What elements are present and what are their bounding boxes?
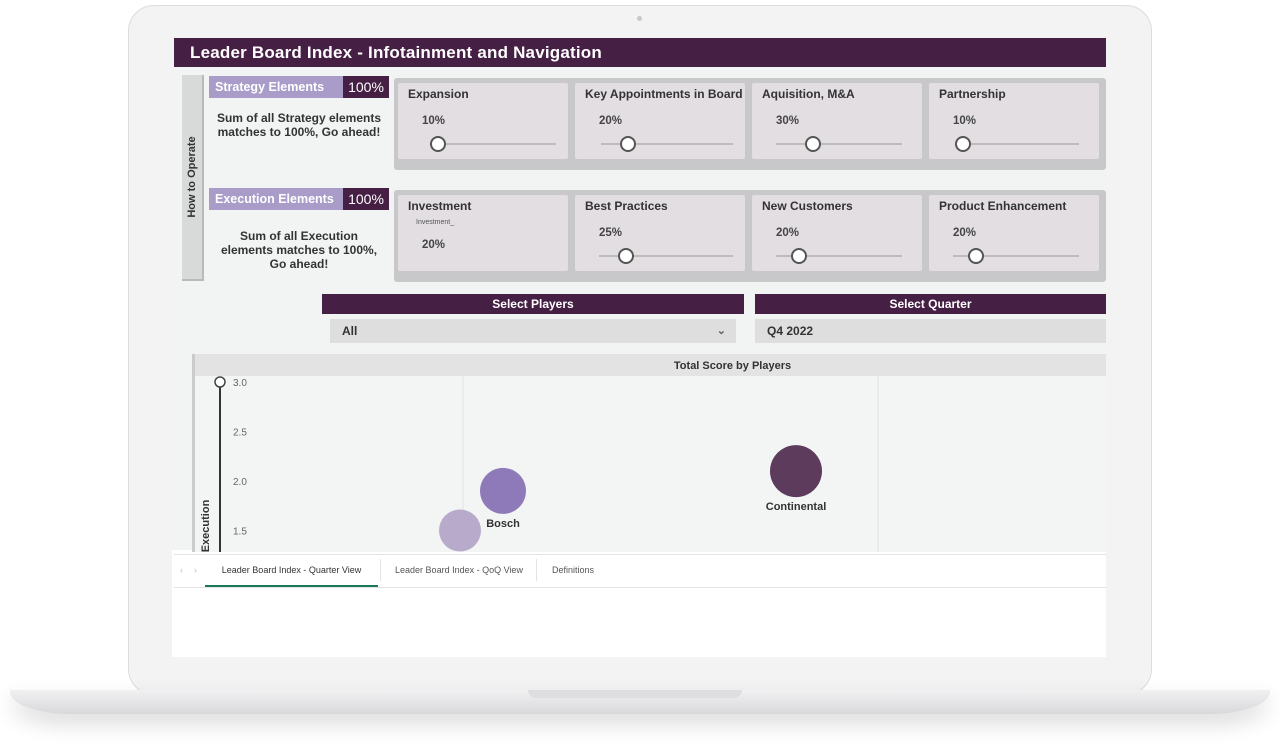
select-players-header: Select Players: [322, 294, 744, 314]
slider-knob[interactable]: [805, 136, 821, 152]
slider-track[interactable]: [953, 255, 1079, 257]
y-tick-label: 1.5: [233, 527, 247, 538]
screen: Leader Board Index - Infotainment and Na…: [172, 38, 1106, 657]
execution-card-investment: Investment Investment_ 20%: [398, 195, 568, 271]
card-subtitle: Investment_: [416, 219, 455, 226]
card-value: 20%: [953, 227, 977, 239]
select-quarter-dropdown[interactable]: Q4 2022: [755, 319, 1106, 343]
card-title: Expansion: [408, 87, 469, 101]
card-value: 20%: [776, 227, 800, 239]
slider-track[interactable]: [430, 143, 556, 145]
card-value: 10%: [422, 115, 446, 127]
slider-knob[interactable]: [968, 248, 984, 264]
card-value: 20%: [422, 239, 446, 251]
strategy-card-expansion: Expansion 10%: [398, 83, 568, 159]
report-title: Leader Board Index - Infotainment and Na…: [174, 38, 1106, 67]
select-players-dropdown[interactable]: All ⌄: [330, 319, 736, 343]
card-value: 20%: [599, 115, 623, 127]
tab-divider: [380, 559, 381, 581]
card-title: Product Enhancement: [939, 199, 1067, 213]
tab-definitions[interactable]: Definitions: [551, 565, 595, 575]
slider-knob[interactable]: [791, 248, 807, 264]
strategy-card-acquisition: Aquisition, M&A 30%: [752, 83, 922, 159]
card-value: 30%: [776, 115, 800, 127]
strategy-card-partnership: Partnership 10%: [929, 83, 1099, 159]
execution-card-new-customers: New Customers 20%: [752, 195, 922, 271]
data-label: Bosch: [486, 518, 520, 530]
execution-message: Sum of all Execution elements matches to…: [220, 229, 378, 271]
how-to-operate-label: How to Operate: [186, 136, 198, 218]
card-title: New Customers: [762, 199, 853, 213]
execution-card-product-enhancement: Product Enhancement 20%: [929, 195, 1099, 271]
execution-card-best-practices: Best Practices 25%: [575, 195, 745, 271]
how-to-operate-button[interactable]: How to Operate: [182, 75, 204, 281]
card-title: Best Practices: [585, 199, 668, 213]
y-tick-label: 2.5: [233, 428, 247, 439]
slider-knob[interactable]: [618, 248, 634, 264]
tab-divider: [536, 559, 537, 581]
strategy-card-row: Expansion 10% Key Appointments in Board …: [394, 78, 1106, 170]
card-value: 25%: [599, 227, 623, 239]
data-label: Continental: [766, 501, 827, 513]
chevron-down-icon[interactable]: ⌄: [716, 325, 726, 337]
slider-knob[interactable]: [430, 136, 446, 152]
execution-card-row: Investment Investment_ 20% Best Practice…: [394, 190, 1106, 282]
slider-knob[interactable]: [620, 136, 636, 152]
tab-quarter-view[interactable]: Leader Board Index - Quarter View: [205, 555, 378, 587]
strategy-message: Sum of all Strategy elements matches to …: [216, 111, 382, 139]
card-title: Aquisition, M&A: [762, 87, 855, 101]
scatter-plot: 3.0 2.5 2.0 1.5 Execution Continental Bosch: [200, 376, 879, 552]
card-value: 10%: [953, 115, 977, 127]
slider-track[interactable]: [776, 255, 902, 257]
report-canvas: Leader Board Index - Infotainment and Na…: [172, 38, 1106, 552]
chevron-left-icon[interactable]: ‹: [180, 565, 183, 575]
slider-track[interactable]: [599, 255, 733, 257]
card-title: Key Appointments in Board: [585, 87, 743, 101]
tab-qoq-view[interactable]: Leader Board Index - QoQ View: [395, 565, 523, 575]
webcam: [637, 16, 642, 21]
select-quarter-value: Q4 2022: [767, 324, 814, 338]
data-point: [439, 509, 481, 552]
select-players-value: All: [342, 324, 358, 338]
y-tick-label: 3.0: [233, 378, 247, 389]
execution-total-badge: 100%: [343, 188, 389, 210]
slider-track[interactable]: [955, 143, 1079, 145]
slider-knob[interactable]: [955, 136, 971, 152]
data-point: [480, 467, 526, 514]
execution-elements-label: Execution Elements: [209, 188, 343, 210]
page-tab-bar: ‹ › Leader Board Index - Quarter View Le…: [174, 554, 1106, 588]
y-tick-label: 2.0: [233, 477, 247, 488]
strategy-card-key-appointments: Key Appointments in Board 20%: [575, 83, 745, 159]
slider-track[interactable]: [776, 143, 902, 145]
slider-track[interactable]: [601, 143, 733, 145]
data-point: [770, 445, 822, 498]
y-axis-label: Execution: [200, 499, 212, 552]
total-score-chart: Total Score by Players 3.0 2.5 2.0 1.5 Execu…: [192, 354, 1106, 552]
y-range-handle: [214, 376, 226, 388]
strategy-elements-label: Strategy Elements: [209, 76, 343, 98]
chart-title: Total Score by Players: [673, 360, 792, 372]
chart-title-bar: Total Score by Players: [195, 354, 1106, 376]
select-quarter-header: Select Quarter: [755, 294, 1106, 314]
laptop-notch: [528, 690, 742, 698]
strategy-total-badge: 100%: [343, 76, 389, 98]
card-title: Investment: [408, 199, 472, 213]
card-title: Partnership: [939, 87, 1006, 101]
chevron-right-icon[interactable]: ›: [194, 565, 197, 575]
